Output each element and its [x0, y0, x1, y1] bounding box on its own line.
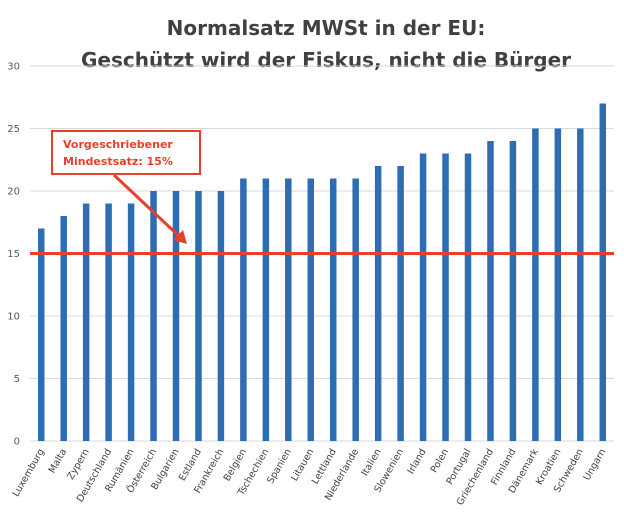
- bar-portugal: [464, 153, 472, 441]
- x-tick-label: Luxemburg: [11, 447, 47, 499]
- bar-luxemburg: [37, 228, 45, 441]
- bar-niederlande: [352, 178, 359, 441]
- bar-spanien: [285, 178, 292, 441]
- bar-bulgarien: [172, 191, 180, 441]
- bar-irland: [419, 153, 427, 441]
- annotation-arrow-shaft: [112, 173, 183, 240]
- y-tick-label: 10: [7, 312, 20, 323]
- x-tick-label: Malta: [47, 447, 70, 475]
- annotation-box: [51, 130, 201, 175]
- bar-griechenland: [487, 141, 494, 441]
- bar-tschechien: [262, 178, 270, 441]
- bar-estland: [195, 191, 202, 441]
- annotation-text-line-1: Vorgeschriebener: [63, 138, 173, 151]
- bar-österreich: [150, 191, 157, 441]
- bar-kroatien: [554, 128, 562, 441]
- chart-title-line-2: Geschützt wird der Fiskus, nicht die Bür…: [81, 48, 571, 72]
- bar-zypern: [82, 203, 90, 441]
- y-axis-ticks: 0 5 10 15 20 25 30: [7, 62, 20, 448]
- bar-slowenien: [397, 166, 404, 441]
- bar-ungarn: [599, 103, 607, 441]
- annotation-arrow-head: [173, 230, 187, 244]
- bar-deutschland: [105, 203, 112, 441]
- bar-finnland: [509, 141, 517, 441]
- annotation-text-line-2: Mindestsatz: 15%: [63, 155, 173, 168]
- y-tick-label: 0: [14, 437, 20, 448]
- y-tick-label: 30: [7, 62, 20, 73]
- bar-belgien: [240, 178, 247, 441]
- bar-italien: [374, 166, 382, 441]
- x-tick-label: Irland: [406, 447, 429, 476]
- y-tick-label: 15: [7, 249, 20, 260]
- x-axis-ticks: Luxemburg MaltaZypernDeutschlandRumänienÖ…: [11, 447, 609, 508]
- x-tick-label: Polen: [429, 447, 451, 475]
- y-tick-label: 20: [7, 187, 20, 198]
- y-tick-label: 25: [7, 124, 20, 135]
- bar-schweden: [577, 128, 584, 441]
- bars: [37, 103, 607, 441]
- bar-frankreich: [217, 191, 225, 441]
- bar-polen: [442, 153, 449, 441]
- y-tick-label: 5: [14, 374, 20, 385]
- bar-rumänien: [127, 203, 135, 441]
- annotation-group: Vorgeschriebener Mindestsatz: 15%: [51, 130, 201, 244]
- chart-title-line-1: Normalsatz MWSt in der EU:: [167, 16, 486, 40]
- bar-litauen: [307, 178, 315, 441]
- x-tick-label: Italien: [359, 447, 383, 478]
- bar-malta: [60, 216, 67, 441]
- bar-dänemark: [532, 128, 539, 441]
- bar-lettland: [329, 178, 337, 441]
